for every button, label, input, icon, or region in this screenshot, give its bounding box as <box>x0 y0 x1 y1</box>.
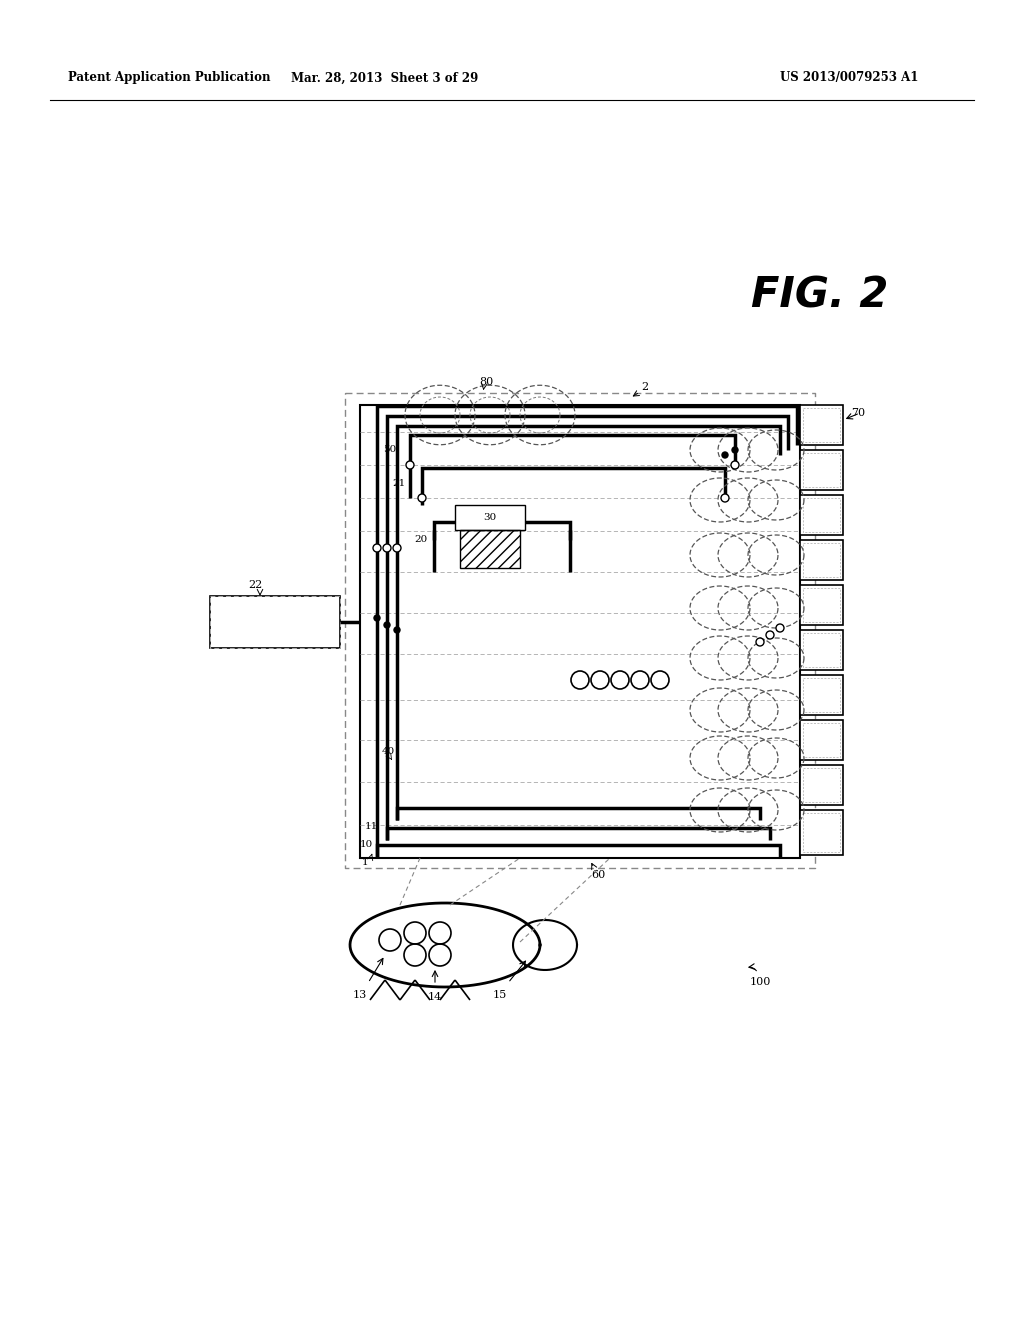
Circle shape <box>383 544 391 552</box>
Bar <box>800 540 843 579</box>
Text: 15: 15 <box>493 990 507 1001</box>
Bar <box>360 405 800 858</box>
Circle shape <box>731 461 739 469</box>
Circle shape <box>394 627 400 634</box>
Bar <box>800 495 843 535</box>
Text: 80: 80 <box>479 378 494 387</box>
Bar <box>800 810 843 855</box>
Text: 1: 1 <box>361 858 368 867</box>
Bar <box>800 450 843 490</box>
Bar <box>800 585 843 624</box>
Text: 14: 14 <box>428 993 442 1002</box>
Bar <box>800 630 843 671</box>
Text: 11: 11 <box>365 822 378 832</box>
Text: 20: 20 <box>415 536 428 544</box>
Circle shape <box>766 631 774 639</box>
Text: 10: 10 <box>359 840 373 849</box>
Bar <box>800 675 843 715</box>
Text: 60: 60 <box>591 870 605 880</box>
Circle shape <box>776 624 784 632</box>
Circle shape <box>384 622 390 628</box>
Text: 13: 13 <box>353 990 368 1001</box>
Bar <box>460 531 520 568</box>
Bar <box>800 766 843 805</box>
Text: Patent Application Publication: Patent Application Publication <box>68 71 270 84</box>
Bar <box>800 405 843 445</box>
Circle shape <box>406 461 414 469</box>
Text: 30: 30 <box>483 513 497 523</box>
Circle shape <box>722 451 728 458</box>
Text: Mar. 28, 2013  Sheet 3 of 29: Mar. 28, 2013 Sheet 3 of 29 <box>292 71 478 84</box>
Text: 100: 100 <box>750 977 771 987</box>
Circle shape <box>374 615 380 620</box>
Bar <box>800 719 843 760</box>
Text: US 2013/0079253 A1: US 2013/0079253 A1 <box>780 71 919 84</box>
Text: 21: 21 <box>393 479 406 487</box>
Text: 70: 70 <box>851 408 865 418</box>
Circle shape <box>732 447 738 453</box>
Text: 2: 2 <box>641 381 648 392</box>
Text: 40: 40 <box>382 747 395 756</box>
Text: 50: 50 <box>383 446 396 454</box>
Text: FIG. 2: FIG. 2 <box>752 275 889 315</box>
Bar <box>455 506 525 531</box>
Circle shape <box>373 544 381 552</box>
Text: 22: 22 <box>248 579 262 590</box>
Bar <box>210 597 340 648</box>
Circle shape <box>418 494 426 502</box>
Circle shape <box>721 494 729 502</box>
Circle shape <box>756 638 764 645</box>
Circle shape <box>393 544 401 552</box>
